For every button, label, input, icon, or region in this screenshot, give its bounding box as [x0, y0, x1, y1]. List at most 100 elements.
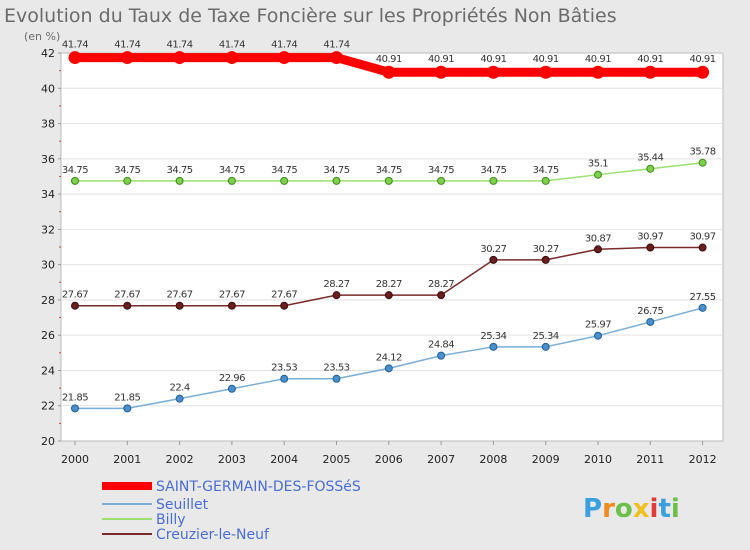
data-label: 25.34: [533, 331, 559, 342]
legend-label: Seuillet: [156, 497, 209, 513]
data-label: 41.74: [62, 40, 88, 51]
data-point: [330, 51, 343, 65]
data-point: [71, 301, 79, 310]
series-creuzier-le-neuf: 27.67 27.67 27.67 27.67 27.67 28.27 28.27 28.27…: [62, 232, 716, 310]
data-point: [594, 170, 602, 179]
data-point: [382, 65, 396, 79]
y-tick-label: 24: [41, 364, 55, 377]
data-label: 40.91: [690, 54, 716, 65]
x-tick-label: 2010: [584, 453, 612, 466]
data-label: 34.75: [323, 165, 349, 176]
data-label: 34.75: [114, 165, 140, 176]
data-label: 41.74: [219, 40, 245, 51]
data-label: 23.53: [323, 363, 349, 374]
data-point: [123, 404, 132, 413]
data-point: [698, 303, 707, 312]
data-label: 30.87: [585, 233, 611, 244]
data-label: 41.74: [323, 40, 349, 51]
x-tick-label: 2007: [427, 453, 455, 466]
data-point: [175, 394, 184, 403]
proxiti-logo: Proxiti: [583, 494, 680, 524]
x-tick-label: 2000: [61, 453, 89, 466]
y-tick-label: 32: [41, 223, 55, 236]
series-billy: 34.75 34.75 34.75 34.75 34.75 34.75 34.75 34.75…: [62, 147, 716, 185]
y-tick-label: 36: [41, 153, 55, 166]
data-label: 27.55: [690, 292, 716, 303]
y-tick-label: 40: [41, 82, 55, 95]
data-label: 24.84: [428, 340, 454, 351]
logo-letter: o: [615, 494, 633, 524]
y-tick-label: 28: [41, 294, 55, 307]
logo-letter: x: [633, 494, 650, 524]
data-point: [225, 51, 239, 65]
data-point: [280, 374, 289, 383]
data-label: 41.74: [271, 40, 297, 51]
data-point: [175, 176, 184, 185]
data-point: [173, 51, 187, 65]
data-label: 34.75: [533, 165, 559, 176]
data-point: [332, 291, 341, 300]
plot-background: [60, 52, 724, 442]
data-label: 35.1: [588, 159, 608, 170]
series-layer: 21.85 21.85 22.4 22.96 23.53 23.53 24.12 24.84 2…: [62, 40, 716, 413]
data-point: [71, 176, 79, 185]
data-point: [384, 291, 393, 300]
data-label: 40.91: [428, 54, 454, 65]
logo-letter: r: [602, 494, 615, 524]
y-tick-label: 34: [41, 188, 55, 201]
data-label: 27.67: [62, 290, 88, 301]
data-point: [696, 65, 710, 79]
data-point: [643, 65, 657, 79]
data-point: [489, 342, 498, 351]
data-label: 27.67: [271, 290, 297, 301]
data-point: [280, 176, 289, 185]
data-label: 30.97: [690, 232, 716, 243]
data-point: [68, 51, 82, 65]
data-point: [489, 255, 498, 264]
legend-label: Creuzier-le-Neuf: [156, 527, 270, 543]
data-point: [280, 301, 289, 310]
data-point: [437, 291, 446, 300]
x-tick-label: 2006: [375, 453, 403, 466]
data-label: 41.74: [167, 40, 193, 51]
data-point: [646, 317, 655, 326]
data-point: [437, 176, 446, 185]
data-label: 21.85: [62, 392, 88, 403]
data-label: 30.27: [480, 244, 506, 255]
data-point: [277, 51, 291, 65]
legend-label: Billy: [156, 512, 186, 528]
data-point: [227, 301, 236, 310]
y-tick-label: 42: [41, 47, 55, 60]
data-point: [486, 65, 500, 79]
chart-title: Evolution du Taux de Taxe Foncière sur l…: [4, 5, 617, 27]
data-point: [332, 176, 341, 185]
data-point: [437, 351, 446, 360]
data-label: 34.75: [62, 165, 88, 176]
logo-letter: i: [650, 494, 659, 524]
data-label: 34.75: [480, 165, 506, 176]
logo-letter: i: [671, 494, 680, 524]
data-point: [71, 404, 79, 413]
y-axis-label: (en %): [24, 30, 60, 43]
data-point: [384, 176, 393, 185]
y-tick-label: 38: [41, 118, 55, 131]
data-label: 25.34: [480, 331, 506, 342]
data-label: 22.4: [169, 383, 189, 394]
logo-letter: P: [583, 494, 602, 524]
y-tick-label: 22: [41, 400, 55, 413]
data-label: 22.96: [219, 373, 245, 384]
y-axis-ticks: 20 22 24 26 28 30 32 34 36 38 40 42: [41, 47, 61, 448]
data-point: [541, 176, 550, 185]
data-label: 28.27: [323, 279, 349, 290]
plot-area: [60, 52, 724, 442]
data-point: [591, 65, 605, 79]
logo-letter: t: [658, 494, 670, 524]
data-point: [123, 301, 132, 310]
x-tick-label: 2008: [479, 453, 507, 466]
data-label: 41.74: [114, 40, 140, 51]
data-point: [594, 245, 602, 254]
data-label: 25.97: [585, 320, 611, 331]
y-tick-label: 20: [41, 435, 55, 448]
series-seuillet: 21.85 21.85 22.4 22.96 23.53 23.53 24.12 24.84 2…: [62, 292, 716, 413]
